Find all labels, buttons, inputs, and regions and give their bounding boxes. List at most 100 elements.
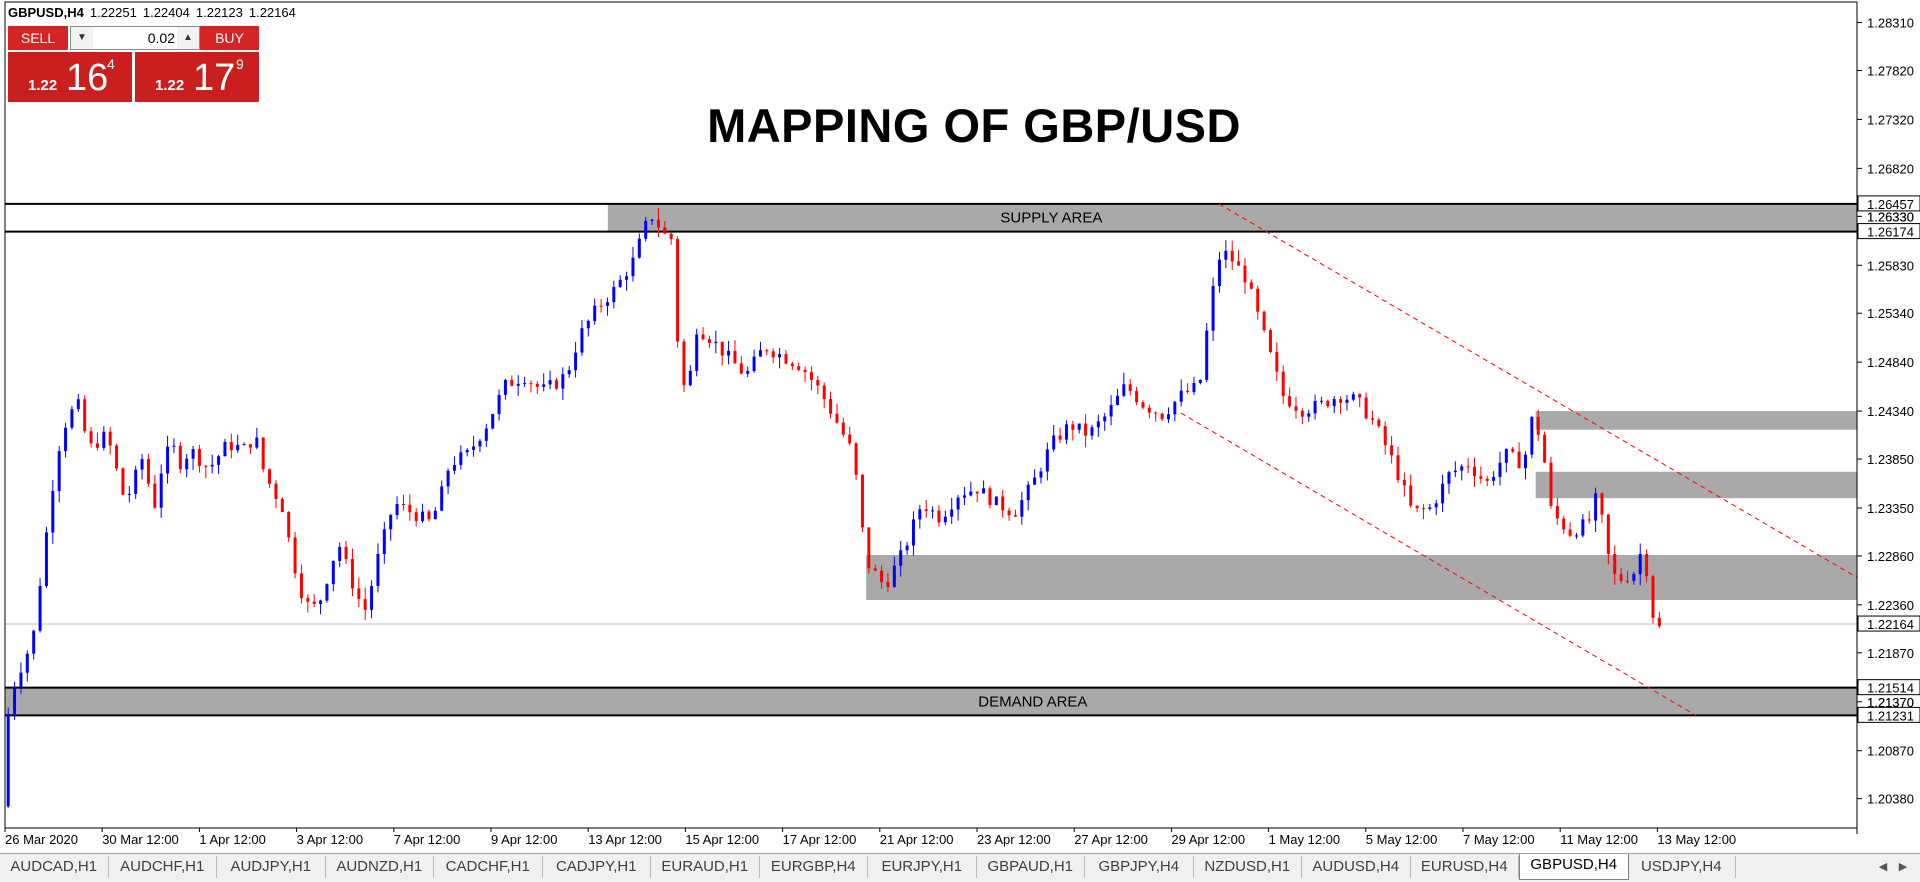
- candle-body: [1128, 384, 1132, 392]
- candle-body: [261, 437, 265, 470]
- candle-body: [803, 369, 807, 373]
- zone-label-0: SUPPLY AREA: [1000, 210, 1102, 227]
- candle-body: [739, 363, 743, 374]
- candle-body: [1581, 519, 1585, 536]
- y-tick-label-3: 1.26820: [1867, 161, 1914, 176]
- tab-audjpy-h1[interactable]: AUDJPY,H1: [217, 856, 326, 878]
- chart-title: MAPPING OF GBP/USD: [707, 99, 1241, 152]
- lot-size-input[interactable]: [95, 28, 177, 47]
- tab-cadchf-h1[interactable]: CADCHF,H1: [434, 856, 543, 878]
- tab-audusd-h4[interactable]: AUDUSD,H4: [1302, 856, 1411, 878]
- zone-rect-3: [866, 554, 1857, 600]
- candle-body: [19, 672, 23, 687]
- lot-decrease-icon[interactable]: ▼: [71, 27, 93, 49]
- sell-button[interactable]: SELL: [8, 26, 68, 50]
- candle-body: [127, 493, 131, 495]
- candle-body: [1071, 424, 1075, 430]
- candle-body: [727, 350, 731, 356]
- tab-eurgbp-h4[interactable]: EURGBP,H4: [760, 856, 868, 878]
- candle-body: [994, 496, 998, 506]
- x-tick-label-10: 23 Apr 12:00: [977, 832, 1051, 847]
- lot-increase-icon[interactable]: ▲: [177, 27, 199, 49]
- price-tag-box-2: [1857, 223, 1920, 240]
- ohlc-open: 1.22251: [89, 5, 137, 20]
- candle-body: [1409, 485, 1413, 506]
- candle-body: [790, 363, 794, 367]
- candle-body: [529, 383, 533, 385]
- candle-body: [1103, 416, 1107, 422]
- candle-body: [1555, 505, 1559, 519]
- tab-audchf-h1[interactable]: AUDCHF,H1: [109, 856, 217, 878]
- candle-body: [242, 444, 246, 446]
- candle-body: [172, 445, 176, 447]
- lot-size-stepper[interactable]: ▼ ▲: [70, 26, 200, 50]
- candle-body: [593, 305, 597, 321]
- tab-audcad-h1[interactable]: AUDCAD,H1: [0, 856, 109, 878]
- tab-gbpjpy-h4[interactable]: GBPJPY,H4: [1085, 856, 1194, 878]
- candle-body: [829, 399, 833, 414]
- candle-body: [210, 464, 214, 467]
- candle-body: [1300, 410, 1304, 417]
- candle-body: [1504, 448, 1508, 463]
- x-tick-label-15: 7 May 12:00: [1463, 832, 1535, 847]
- candle-body: [574, 352, 578, 371]
- buy-button[interactable]: BUY: [200, 26, 259, 50]
- y-tick-label-5: 1.25830: [1867, 258, 1914, 273]
- candle-body: [1358, 394, 1362, 398]
- candle-body: [197, 449, 201, 466]
- one-click-trading-panel: SELL ▼ ▲ BUY 1.22 16 4 1.22 17 9: [8, 26, 259, 102]
- candle-body: [1619, 574, 1623, 581]
- tab-gbpusd-h4[interactable]: GBPUSD,H4: [1519, 854, 1629, 880]
- candle-body: [421, 511, 425, 521]
- tab-scroll-left-icon[interactable]: ◀: [1878, 861, 1888, 873]
- candle-body: [516, 383, 520, 386]
- candle-body: [637, 238, 641, 258]
- candle-body: [178, 445, 182, 470]
- candle-body: [376, 554, 380, 587]
- candle-body: [567, 370, 571, 375]
- tab-usdjpy-h4[interactable]: USDJPY,H4: [1628, 856, 1736, 878]
- tab-audnzd-h1[interactable]: AUDNZD,H1: [326, 856, 434, 878]
- candle-body: [268, 469, 272, 484]
- candle-body: [1249, 282, 1253, 289]
- tab-cadjpy-h1[interactable]: CADJPY,H1: [543, 856, 651, 878]
- candle-body: [956, 497, 960, 510]
- trendline-0: [1218, 203, 1858, 578]
- candle-body: [76, 399, 80, 410]
- tab-eurjpy-h1[interactable]: EURJPY,H1: [868, 856, 977, 878]
- candle-body: [561, 374, 565, 389]
- candle-body: [280, 498, 284, 513]
- x-tick-label-16: 11 May 12:00: [1560, 832, 1638, 847]
- candle-body: [472, 446, 476, 451]
- tab-gbpaud-h1[interactable]: GBPAUD,H1: [977, 856, 1085, 878]
- candle-body: [707, 339, 711, 344]
- buy-price-box[interactable]: 1.22 17 9: [135, 52, 259, 102]
- candle-body: [1198, 379, 1202, 383]
- tab-scroll-right-icon[interactable]: ▶: [1898, 861, 1908, 873]
- price-tag-2: 1.26174: [1867, 225, 1914, 240]
- tab-eurusd-h4[interactable]: EURUSD,H4: [1411, 856, 1519, 878]
- candle-body: [319, 600, 323, 604]
- x-tick-label-7: 15 Apr 12:00: [685, 832, 759, 847]
- price-tag-box-4: [1857, 679, 1920, 696]
- tab-euraud-h1[interactable]: EURAUD,H1: [651, 856, 760, 878]
- candle-body: [166, 446, 170, 474]
- tab-nzdusd-h1[interactable]: NZDUSD,H1: [1194, 856, 1302, 878]
- price-tag-box-0: [1857, 195, 1920, 212]
- candle-body: [140, 459, 144, 470]
- sell-price-box[interactable]: 1.22 16 4: [8, 52, 132, 102]
- candle-body: [459, 452, 463, 465]
- price-chart[interactable]: SUPPLY AREA DEMAND AREA 1.28310 1.27820 1.2…: [0, 0, 1920, 853]
- candle-body: [1453, 470, 1457, 473]
- candle-body: [1613, 553, 1617, 575]
- candle-body: [146, 459, 150, 484]
- candle-body: [618, 279, 622, 287]
- price-tag-5: 1.21370: [1867, 695, 1914, 710]
- chart-tabs-bar: ◀ ▶ AUDCAD,H1 AUDCHF,H1 AUDJPY,H1 AUDNZD,H1…: [0, 853, 1920, 882]
- candle-body: [1472, 466, 1476, 477]
- candle-body: [1498, 462, 1502, 477]
- candle-body: [873, 568, 877, 571]
- x-tick-label-1: 30 Mar 12:00: [102, 832, 179, 847]
- candle-body: [854, 443, 858, 475]
- candle-body: [102, 431, 106, 448]
